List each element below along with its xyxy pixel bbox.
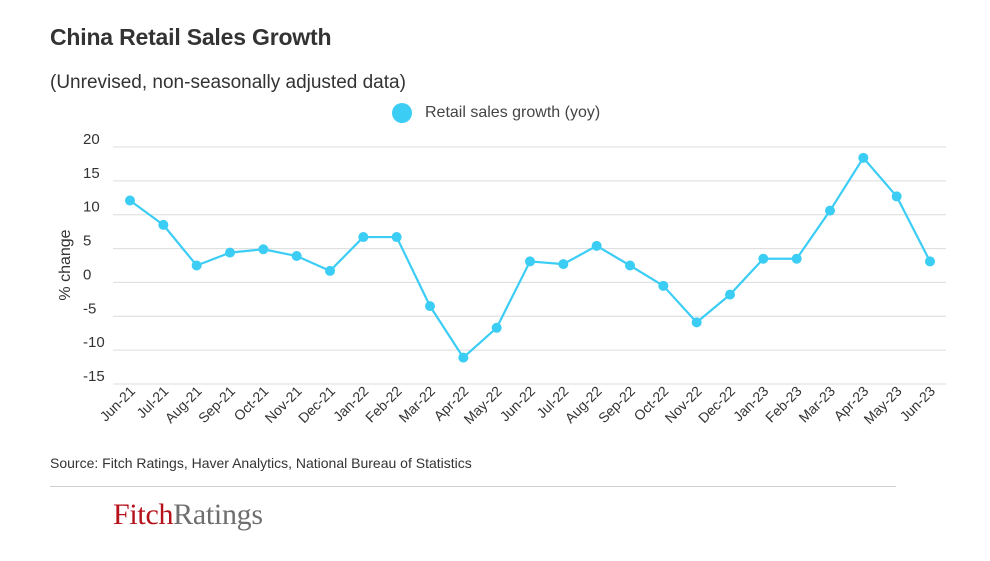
x-tick-label: Mar-22 — [395, 383, 438, 426]
data-point — [258, 244, 269, 255]
legend-swatch-icon — [392, 103, 412, 123]
data-point — [758, 253, 769, 264]
y-tick-label: 15 — [83, 165, 100, 182]
logo-part-ratings: Ratings — [173, 498, 263, 531]
data-point — [525, 256, 535, 267]
x-tick-label: Jun-22 — [497, 383, 539, 425]
x-tick-label: Feb-22 — [362, 383, 405, 426]
y-axis-label: % change — [57, 229, 74, 300]
x-tick-label: May-23 — [860, 383, 904, 427]
data-point — [891, 191, 902, 202]
data-point — [858, 152, 869, 163]
data-point — [791, 253, 802, 264]
logo-part-fitch: Fitch — [113, 498, 174, 531]
data-point — [925, 256, 935, 267]
data-point — [491, 322, 502, 333]
data-point — [358, 232, 369, 243]
x-tick-label: Dec-22 — [695, 383, 738, 426]
fitch-ratings-logo: FitchRatings — [113, 498, 263, 532]
y-tick-label: 10 — [83, 199, 100, 216]
data-point — [591, 240, 602, 251]
data-point — [325, 265, 335, 276]
x-tick-label: Dec-21 — [295, 383, 338, 426]
data-point — [558, 259, 569, 270]
data-point — [625, 260, 635, 271]
chart-title: China Retail Sales Growth — [50, 24, 332, 50]
y-tick-label: -10 — [83, 334, 105, 351]
data-point — [725, 289, 735, 300]
data-point — [691, 317, 702, 328]
data-point — [425, 301, 435, 312]
x-tick-label: Jun-23 — [897, 383, 939, 425]
x-tick-label: Jun-21 — [97, 383, 139, 425]
x-tick-label: May-22 — [460, 383, 504, 427]
data-point — [225, 247, 235, 258]
y-tick-label: 20 — [83, 131, 100, 148]
y-tick-label: -15 — [83, 368, 105, 385]
data-point — [825, 205, 835, 216]
data-point — [391, 232, 402, 243]
y-tick-label: 0 — [83, 266, 91, 283]
data-point — [291, 251, 302, 262]
x-tick-label: Sep-22 — [595, 383, 638, 426]
data-point — [158, 219, 169, 230]
chart-legend: Retail sales growth (yoy) — [392, 103, 600, 123]
y-tick-label: -5 — [83, 300, 96, 317]
source-note: Source: Fitch Ratings, Haver Analytics, … — [50, 455, 472, 471]
x-tick-label: Mar-23 — [795, 383, 838, 426]
data-point — [125, 195, 135, 206]
x-tick-label: Feb-23 — [762, 383, 805, 426]
legend-label: Retail sales growth (yoy) — [425, 104, 601, 121]
data-point — [458, 352, 469, 363]
x-tick-label: Sep-21 — [195, 383, 238, 426]
chart-subtitle: (Unrevised, non-seasonally adjusted data… — [50, 72, 406, 93]
data-point — [658, 280, 669, 291]
y-tick-label: 5 — [83, 233, 91, 250]
footer-divider — [50, 486, 896, 487]
data-point — [191, 260, 202, 271]
